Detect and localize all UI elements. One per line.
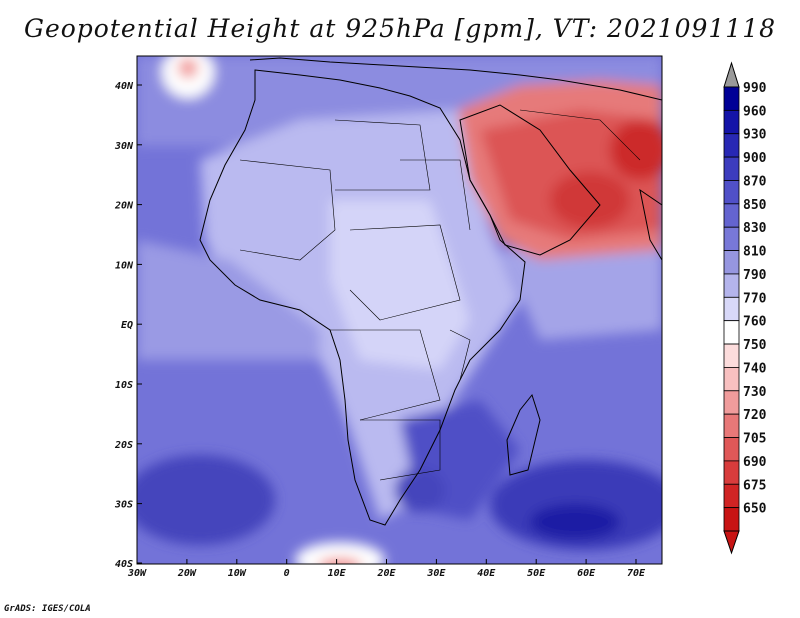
colorbar-swatch	[723, 390, 740, 415]
colorbar-label: 750	[743, 338, 767, 353]
field-atlantic-band	[137, 240, 320, 360]
colorbar-label: 650	[743, 502, 767, 517]
borders	[239, 109, 641, 481]
colorbar-label: 830	[743, 221, 767, 236]
field-nw-high-core	[178, 58, 198, 78]
africa-coast	[199, 69, 526, 526]
colorbar-label: 720	[743, 408, 767, 423]
lat-label: 40N	[115, 81, 134, 92]
colorbar-swatch	[723, 367, 740, 392]
field-central-africa	[330, 200, 470, 370]
colorbar-label: 690	[743, 455, 767, 470]
colorbar-swatch	[723, 320, 740, 345]
lon-label: 60E	[577, 568, 596, 579]
colorbar-swatch	[723, 180, 740, 205]
lat-label: 30N	[114, 141, 134, 152]
colorbar-label: 810	[743, 245, 767, 260]
colorbar-swatch	[723, 437, 740, 462]
field-south-high-core	[318, 558, 362, 564]
colorbar-swatch	[723, 156, 740, 181]
colorbar-swatch	[723, 460, 740, 485]
lat-label: 20S	[114, 440, 133, 451]
lon-label: 70E	[627, 568, 646, 579]
lat-label: 40S	[115, 559, 133, 570]
colorbar-bottom-arrow	[723, 530, 740, 555]
colorbar-label: 760	[743, 315, 767, 330]
field-arabia-core	[550, 172, 630, 228]
colorbar: 990 960 930 900 870 850 830 810 790 770 760 750 740 7…	[723, 61, 767, 555]
colorbar-swatch	[723, 413, 740, 438]
height-field	[137, 56, 662, 564]
madagascar-coast	[506, 393, 541, 476]
colorbar-label: 675	[743, 478, 766, 493]
colorbar-label: 705	[743, 432, 766, 447]
colorbar-swatch	[723, 507, 740, 532]
chart-title: Geopotential Height at 925hPa [gpm], VT:…	[23, 14, 777, 43]
colorbar-swatch	[723, 133, 740, 158]
colorbar-label: 850	[743, 198, 767, 213]
field-low-sw	[137, 455, 275, 545]
lat-label: EQ	[121, 320, 133, 331]
field-low-se-core	[530, 504, 620, 540]
colorbar-label: 740	[743, 361, 767, 376]
arabia-coast	[459, 104, 601, 256]
lon-label: 20E	[376, 568, 396, 579]
latitude-axis: 40N 30N 20N 10N EQ 10S 20S 30S 40S	[114, 81, 142, 570]
colorbar-swatch	[723, 343, 740, 368]
lon-label: 50E	[527, 568, 546, 579]
field-south-high	[295, 542, 385, 564]
coastlines	[199, 57, 662, 526]
lon-label: 40E	[477, 568, 496, 579]
colorbar-label: 930	[743, 128, 767, 143]
colorbar-label: 770	[743, 291, 767, 306]
lat-label: 30S	[114, 500, 133, 511]
colorbar-label: 960	[743, 104, 767, 119]
colorbar-label: 870	[743, 174, 767, 189]
colorbar-top-arrow	[723, 61, 740, 88]
colorbar-label: 730	[743, 385, 767, 400]
lon-label: 0	[284, 568, 290, 579]
grads-credit: GrADS: IGES/COLA	[4, 604, 91, 614]
colorbar-label: 990	[743, 81, 767, 96]
colorbar-swatch	[723, 109, 740, 135]
colorbar-swatch	[723, 273, 740, 298]
field-highveld	[395, 468, 445, 512]
colorbar-swatch	[723, 250, 740, 275]
longitude-axis: 30W 20W 10W 0 10E 20E 30E 40E 50E 60E 70E	[127, 559, 646, 579]
colorbar-swatch	[723, 203, 740, 228]
field-pakistan-core	[610, 120, 662, 180]
lon-label: 20W	[177, 568, 197, 579]
lat-label: 10S	[115, 380, 133, 391]
colorbar-swatch	[723, 226, 740, 251]
europe-coast	[249, 57, 662, 101]
colorbar-label: 900	[743, 151, 767, 166]
lat-label: 10N	[115, 260, 134, 271]
field-indian-band	[500, 250, 662, 340]
map-frame	[136, 55, 663, 565]
colorbar-label: 790	[743, 268, 767, 283]
lon-label: 30E	[426, 568, 446, 579]
lon-label: 30W	[127, 568, 147, 579]
colorbar-swatch	[723, 483, 740, 509]
lon-label: 10W	[228, 568, 247, 579]
colorbar-swatch	[723, 86, 740, 111]
india-coast	[639, 188, 662, 261]
lat-label: 20N	[114, 201, 134, 212]
lon-label: 10E	[328, 568, 347, 579]
colorbar-swatch	[723, 296, 740, 322]
